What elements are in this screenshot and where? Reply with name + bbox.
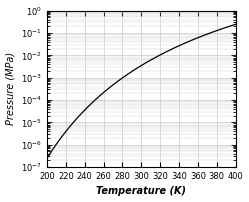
X-axis label: Temperature (K): Temperature (K) bbox=[96, 186, 186, 196]
Y-axis label: Pressure (MPa): Pressure (MPa) bbox=[5, 52, 15, 125]
